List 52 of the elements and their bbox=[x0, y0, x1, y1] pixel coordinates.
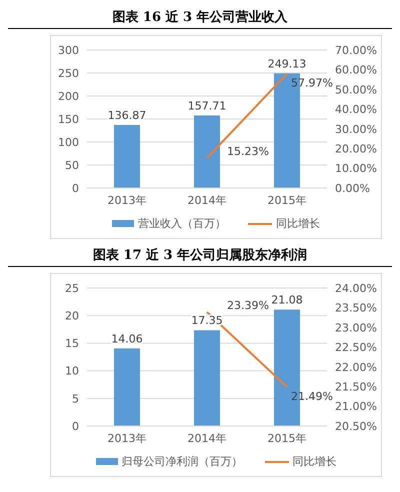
y2-tick-label: 20.50% bbox=[335, 420, 377, 433]
x-tick-label: 2013年 bbox=[108, 432, 146, 445]
legend-label: 同比增长 bbox=[276, 216, 320, 231]
data-label: 136.87 bbox=[108, 109, 146, 122]
data-label: 21.08 bbox=[271, 294, 303, 307]
y2-tick-label: 10.00% bbox=[335, 162, 377, 176]
y-tick-label: 0 bbox=[72, 182, 79, 195]
y2-tick-label: 23.50% bbox=[335, 302, 377, 315]
data-label: 15.23% bbox=[227, 144, 269, 158]
y-tick-label: 300 bbox=[58, 44, 79, 57]
chart-title: 图表 17 近 3 年公司归属股东净利润 bbox=[8, 246, 392, 267]
y2-tick-label: 21.50% bbox=[335, 380, 377, 394]
y2-tick-label: 21.00% bbox=[335, 400, 377, 414]
y2-tick-label: 70.00% bbox=[335, 44, 377, 57]
data-label: 157.71 bbox=[188, 99, 226, 112]
legend-label: 同比增长 bbox=[292, 454, 336, 469]
y2-tick-label: 20.00% bbox=[335, 142, 377, 156]
x-tick-label: 2015年 bbox=[268, 194, 306, 207]
legend-label: 归母公司净利润（百万） bbox=[122, 454, 242, 469]
y2-tick-label: 50.00% bbox=[335, 83, 377, 96]
y2-tick-label: 22.50% bbox=[335, 341, 377, 354]
bar bbox=[114, 125, 140, 188]
chart-title: 图表 16 近 3 年公司营业收入 bbox=[8, 8, 392, 29]
y2-tick-label: 40.00% bbox=[335, 103, 377, 116]
y2-tick-label: 30.00% bbox=[335, 122, 377, 136]
y2-tick-label: 24.00% bbox=[335, 282, 377, 295]
y-tick-label: 25 bbox=[65, 282, 79, 295]
y2-tick-label: 23.00% bbox=[335, 321, 377, 334]
x-tick-label: 2015年 bbox=[268, 432, 306, 445]
y-tick-label: 100 bbox=[58, 136, 79, 149]
y-tick-label: 0 bbox=[72, 420, 79, 433]
data-label: 249.13 bbox=[268, 57, 306, 70]
x-tick-label: 2014年 bbox=[188, 432, 226, 445]
legend-label: 营业收入（百万） bbox=[138, 216, 226, 231]
y-tick-label: 10 bbox=[65, 364, 79, 378]
data-label: 14.06 bbox=[111, 332, 143, 346]
bar bbox=[114, 348, 140, 426]
x-tick-label: 2013年 bbox=[108, 194, 146, 207]
y-tick-label: 20 bbox=[65, 310, 79, 323]
bar bbox=[194, 115, 220, 188]
bar bbox=[194, 330, 220, 426]
y2-tick-label: 60.00% bbox=[335, 64, 377, 77]
y2-tick-label: 0.00% bbox=[335, 182, 370, 195]
y-tick-label: 250 bbox=[58, 66, 79, 80]
y-tick-label: 150 bbox=[58, 112, 79, 126]
data-label: 23.39% bbox=[227, 299, 269, 312]
y2-tick-label: 22.00% bbox=[335, 360, 377, 374]
y-tick-label: 5 bbox=[72, 392, 79, 406]
x-tick-label: 2014年 bbox=[188, 194, 226, 207]
y-tick-label: 200 bbox=[58, 90, 79, 103]
y-tick-label: 15 bbox=[65, 337, 79, 350]
y-tick-label: 50 bbox=[65, 158, 79, 172]
